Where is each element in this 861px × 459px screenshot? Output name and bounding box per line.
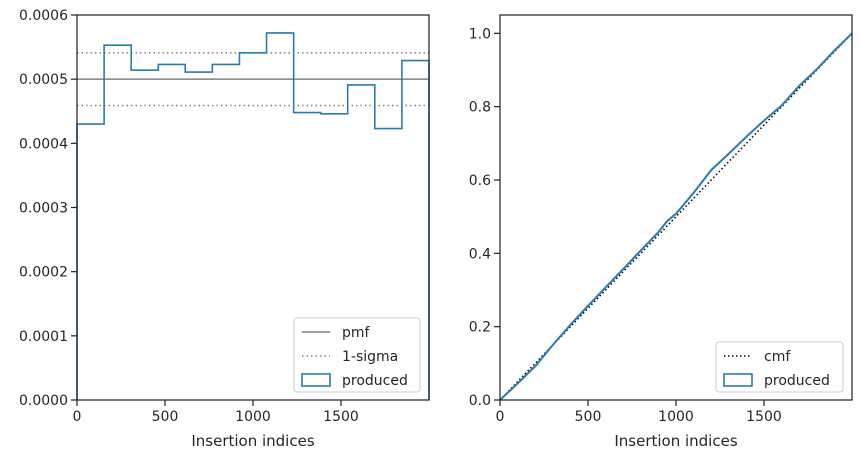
- y-tick-label: 0.2: [469, 320, 491, 336]
- legend-label: pmf: [342, 325, 371, 341]
- x-tick-label: 500: [575, 409, 602, 425]
- y-tick-label: 0.0005: [19, 72, 68, 88]
- x-tick-label: 1500: [323, 409, 359, 425]
- x-axis-label: Insertion indices: [614, 432, 737, 450]
- series-produced-line: [499, 32, 853, 401]
- y-tick-label: 0.4: [469, 246, 491, 262]
- chart-cumulative: 0 500 1000 1500 0.0 0.2 0.4 0.6 0.8 1.0 Insertion …: [469, 14, 853, 450]
- legend-swatch-produced: [723, 373, 753, 387]
- y-tick-label: 0.0000: [19, 393, 68, 409]
- x-tick-label: 1500: [746, 409, 782, 425]
- y-tick-label: 0.0003: [19, 201, 68, 217]
- y-tick-label: 0.0004: [19, 136, 68, 152]
- y-tick-label: 0.0: [469, 393, 491, 409]
- legend-label: produced: [764, 373, 830, 389]
- y-tick-label: 0.0001: [19, 329, 68, 345]
- chart-histogram: 0 500 1000 1500 0.0000 0.0001 0.0002 0.0003 0.00…: [19, 8, 430, 450]
- legend-box: [715, 341, 844, 393]
- x-tick-label: 0: [496, 409, 505, 425]
- y-tick-label: 1.0: [469, 26, 491, 42]
- y-tick-label: 0.8: [469, 100, 491, 116]
- x-tick-label: 0: [73, 409, 82, 425]
- x-tick-label: 1000: [658, 409, 694, 425]
- y-tick-label: 0.6: [469, 173, 491, 189]
- x-tick-label: 1000: [235, 409, 271, 425]
- legend-label: cmf: [764, 349, 791, 365]
- legend-label: 1-sigma: [342, 349, 398, 365]
- x-axis-label: Insertion indices: [191, 432, 314, 450]
- y-tick-label: 0.0002: [19, 265, 68, 281]
- legend-swatch-produced: [301, 373, 331, 387]
- legend-label: produced: [342, 373, 408, 389]
- x-tick-label: 500: [152, 409, 179, 425]
- series-produced-step: [76, 32, 430, 400]
- y-tick-label: 0.0006: [19, 8, 68, 24]
